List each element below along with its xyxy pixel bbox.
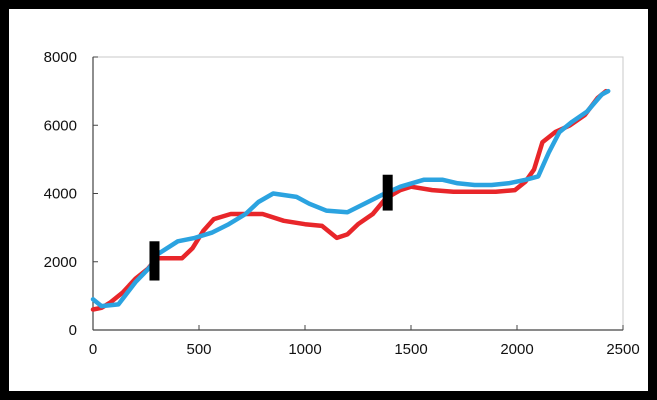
chart-frame: 0 2000 4000 6000 8000 0 500 1000 1500 2000 2500 (9, 9, 648, 391)
series-layer (90, 88, 611, 312)
y-tick-label: 6000 (44, 117, 77, 134)
plot-border (92, 56, 624, 331)
y-tick-label: 2000 (44, 254, 77, 271)
x-tick-label: 500 (186, 341, 211, 358)
series-line-1 (90, 88, 609, 312)
series-line-2 (90, 88, 611, 309)
x-tick-label: 2500 (606, 341, 639, 358)
vertical-marker-1 (149, 241, 160, 281)
tick-labels: 0 2000 4000 6000 8000 0 500 1000 1500 2000 2500 (44, 49, 640, 358)
axes (92, 56, 624, 331)
vertical-marker-2 (382, 174, 393, 211)
marker-layer (149, 174, 393, 281)
x-tick-label: 2000 (500, 341, 533, 358)
x-tick-label: 1500 (394, 341, 427, 358)
line-chart: 0 2000 4000 6000 8000 0 500 1000 1500 2000 2500 (44, 49, 640, 358)
y-tick-label: 0 (69, 322, 77, 339)
x-tick-label: 1000 (288, 341, 321, 358)
x-tick-label: 0 (89, 341, 97, 358)
y-tick-label: 8000 (44, 49, 77, 66)
y-tick-label: 4000 (44, 186, 77, 203)
